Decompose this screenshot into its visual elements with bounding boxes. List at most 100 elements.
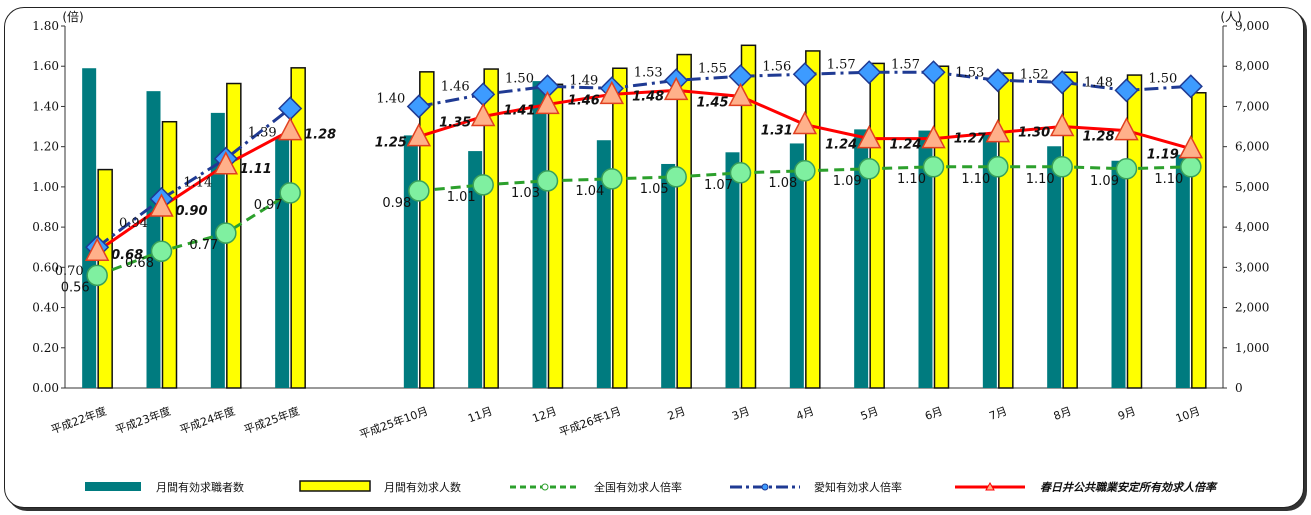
label-kasugai: 1.24 (825, 138, 857, 153)
left-tick-label: 1.20 (32, 140, 59, 154)
label-aichi: 1.48 (1084, 75, 1113, 90)
marker-national (665, 166, 687, 188)
marker-aichi (1178, 74, 1203, 99)
label-kasugai: 1.25 (375, 136, 407, 151)
left-tick-label: 1.00 (32, 180, 59, 194)
right-tick-label: 5,000 (1235, 180, 1269, 194)
marker-kasugai (728, 82, 753, 107)
label-national: 1.05 (640, 182, 669, 197)
bar-job-seekers (146, 91, 161, 388)
label-aichi: 0.94 (119, 216, 148, 231)
marker-aichi (921, 60, 946, 85)
x-tick-label: 6月 (923, 405, 944, 423)
label-national: 1.09 (833, 174, 862, 189)
label-kasugai: 1.19 (1147, 148, 1179, 163)
legend-swatch-job-openings (299, 480, 371, 492)
x-tick-label: 12月 (531, 405, 559, 426)
label-aichi: 1.53 (634, 65, 663, 80)
legend-swatch-job-seekers (85, 482, 141, 491)
bar-job-seekers (918, 130, 933, 389)
marker-kasugai (1049, 112, 1075, 137)
label-national: 0.68 (125, 256, 154, 271)
label-aichi: 0.70 (55, 264, 84, 279)
label-national: 1.07 (704, 178, 733, 193)
x-tick-label: 11月 (466, 405, 494, 426)
right-tick-label: 9,000 (1235, 19, 1269, 33)
label-aichi: 1.14 (183, 176, 212, 191)
legend-label: 月間有効求職者数 (156, 480, 244, 494)
marker-kasugai (985, 118, 1011, 143)
label-kasugai: 1.28 (304, 128, 336, 143)
bar-job-seekers (661, 163, 676, 388)
label-national: 1.08 (768, 176, 797, 191)
x-tick-label: 平成26年1月 (557, 404, 623, 439)
left-tick-label: 1.40 (32, 99, 59, 113)
label-national: 0.77 (189, 238, 218, 253)
marker-kasugai (921, 125, 946, 149)
marker-kasugai (663, 76, 689, 101)
label-national: 0.97 (254, 198, 283, 213)
label-aichi: 1.39 (248, 125, 277, 140)
line-kasugai (96, 129, 291, 253)
marker-national (987, 156, 1009, 178)
marker-national (1051, 156, 1073, 178)
bar-job-seekers (468, 151, 483, 388)
legend-marker-aichi (761, 483, 769, 491)
marker-kasugai (470, 102, 496, 127)
label-aichi: 1.52 (1020, 67, 1049, 82)
x-tick-label: 平成23年度 (113, 404, 172, 437)
marker-kasugai (1178, 135, 1204, 159)
marker-national (150, 240, 173, 262)
bar-job-openings (483, 68, 499, 389)
bar-job-openings (1191, 92, 1207, 389)
label-aichi: 1.53 (955, 65, 984, 80)
x-tick-label: 7月 (987, 405, 1008, 423)
marker-aichi (1114, 78, 1139, 103)
label-national: 1.01 (447, 190, 476, 205)
marker-kasugai (856, 125, 882, 149)
label-kasugai: 1.41 (503, 103, 535, 118)
label-aichi: 1.50 (505, 71, 534, 86)
marker-national (279, 182, 301, 204)
left-tick-label: 1.60 (32, 59, 59, 73)
marker-aichi (985, 68, 1010, 93)
right-tick-label: 7,000 (1235, 99, 1269, 113)
x-tick-label: 4月 (794, 405, 815, 423)
left-tick-label: 0.80 (32, 220, 59, 234)
label-kasugai: 1.46 (568, 93, 600, 108)
bar-job-openings (612, 67, 628, 389)
marker-national (601, 168, 623, 190)
label-kasugai: 0.68 (111, 248, 143, 263)
marker-kasugai (406, 122, 432, 147)
x-tick-label: 9月 (1116, 405, 1137, 423)
x-tick-label: 8月 (1052, 405, 1073, 423)
label-kasugai: 1.48 (632, 89, 664, 104)
label-kasugai: 1.31 (761, 124, 793, 139)
bar-job-seekers (982, 132, 997, 388)
label-national: 0.98 (382, 196, 411, 211)
label-aichi: 1.46 (441, 79, 470, 94)
marker-aichi (857, 60, 882, 85)
marker-kasugai (599, 80, 625, 105)
label-national: 1.03 (511, 186, 540, 201)
label-kasugai: 1.30 (1018, 126, 1050, 141)
bar-job-openings (676, 53, 692, 389)
bar-job-openings (805, 50, 821, 389)
marker-national (1115, 158, 1138, 180)
bar-job-openings (547, 83, 564, 389)
bar-job-openings (290, 67, 306, 389)
marker-kasugai (84, 237, 110, 261)
x-tick-label: 5月 (859, 405, 880, 423)
x-tick-label: 平成25年10月 (357, 404, 429, 442)
bar-job-seekers (789, 143, 804, 388)
label-aichi: 1.57 (891, 57, 920, 72)
x-tick-label: 平成25年度 (242, 404, 301, 437)
left-tick-label: 0.60 (32, 260, 59, 274)
left-tick-label: 1.80 (32, 19, 59, 33)
label-aichi: 1.50 (1148, 71, 1177, 86)
label-national: 1.10 (1026, 172, 1055, 187)
bar-job-seekers (854, 129, 869, 389)
bar-job-openings (1126, 74, 1143, 389)
marker-kasugai (1114, 116, 1139, 141)
